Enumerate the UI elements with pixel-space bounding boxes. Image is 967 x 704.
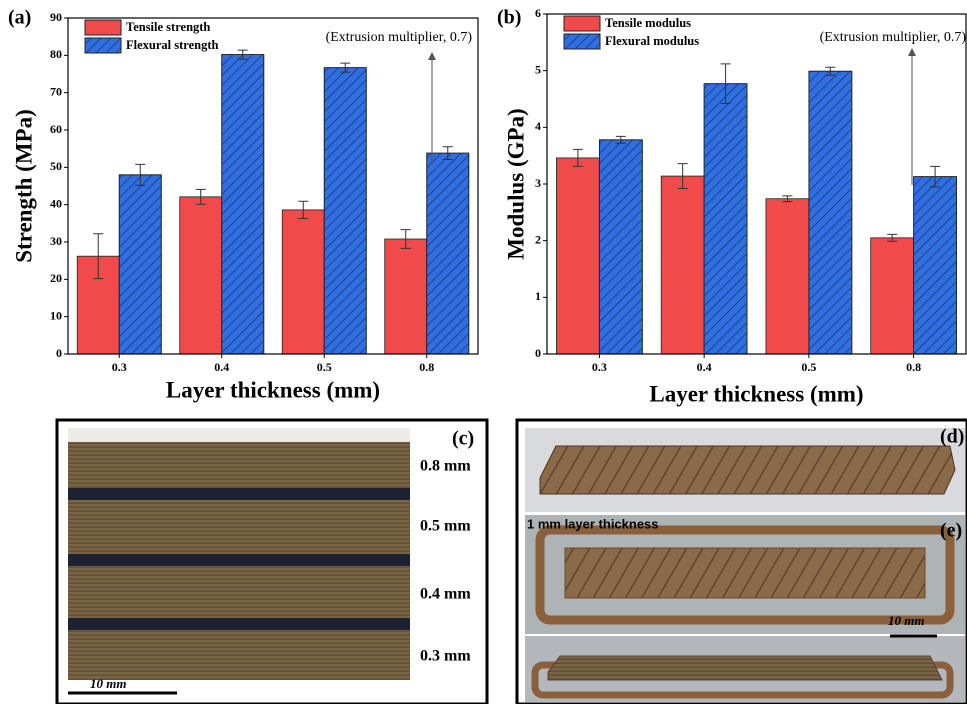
bar <box>871 238 914 354</box>
sample <box>565 548 925 598</box>
y-tick-label: 80 <box>50 47 62 61</box>
legend-swatch <box>564 16 600 31</box>
legend-swatch-hatch <box>564 34 600 49</box>
legend-swatch <box>85 20 121 35</box>
legend-label: Flexural strength <box>126 38 219 52</box>
y-tick-label: 4 <box>535 119 541 133</box>
bar-hatch <box>119 175 161 354</box>
x-tick-label: 0.3 <box>112 360 127 374</box>
panel-label: (b) <box>497 7 521 29</box>
x-tick-label: 0.5 <box>801 360 816 374</box>
layer-label: 0.5 mm <box>420 518 471 535</box>
y-tick-label: 6 <box>535 6 541 20</box>
bar-hatch <box>599 140 642 354</box>
y-tick-label: 20 <box>50 271 62 285</box>
gap <box>68 488 410 500</box>
sample <box>68 442 410 488</box>
layer-label: 0.8 mm <box>420 458 471 475</box>
gap <box>68 554 410 566</box>
x-tick-label: 0.8 <box>906 360 921 374</box>
bar-hatch <box>704 84 747 354</box>
sample <box>68 500 410 554</box>
legend-label: Tensile modulus <box>605 16 691 30</box>
legend-label: Tensile strength <box>126 20 210 34</box>
bar <box>556 158 599 354</box>
y-tick-label: 3 <box>535 176 541 190</box>
y-tick-label: 2 <box>535 232 541 246</box>
legend-swatch-hatch <box>85 38 121 53</box>
y-tick-label: 40 <box>50 196 62 210</box>
y-tick-label: 50 <box>50 159 62 173</box>
bar-hatch <box>427 153 469 354</box>
panel-label: (a) <box>8 7 31 29</box>
layer-label: 0.3 mm <box>420 648 471 665</box>
y-axis-title: Modulus (GPa) <box>503 108 528 259</box>
x-tick-label: 0.4 <box>214 360 229 374</box>
y-tick-label: 10 <box>50 308 62 322</box>
panel-label: (e) <box>940 520 962 542</box>
y-tick-label: 90 <box>50 10 62 24</box>
x-tick-label: 0.5 <box>317 360 332 374</box>
sample <box>548 656 942 680</box>
x-axis-title: Layer thickness (mm) <box>649 381 863 406</box>
bar-hatch <box>324 68 366 354</box>
y-tick-label: 5 <box>535 62 541 76</box>
photo-panel-de: (d) 1 mm layer thickness (e) 10 mm <box>517 420 967 704</box>
panel-label: (c) <box>452 428 474 450</box>
caption: 1 mm layer thickness <box>527 516 659 531</box>
y-tick-label: 70 <box>50 84 62 98</box>
scale-bar-label: 10 mm <box>90 676 126 691</box>
bar-hatch <box>914 177 957 354</box>
x-tick-label: 0.8 <box>419 360 434 374</box>
x-tick-label: 0.4 <box>697 360 712 374</box>
y-tick-label: 60 <box>50 122 62 136</box>
bar <box>180 197 222 354</box>
bar-hatch <box>809 71 852 354</box>
legend-label: Flexural modulus <box>605 34 699 48</box>
scale-bar-label: 10 mm <box>888 613 924 628</box>
sample <box>540 446 955 494</box>
annotation: (Extrusion multiplier, 0.7) <box>326 30 473 45</box>
y-tick-label: 1 <box>535 289 541 303</box>
bar <box>282 210 324 354</box>
x-axis-title: Layer thickness (mm) <box>166 377 380 402</box>
y-tick-label: 30 <box>50 234 62 248</box>
sample <box>68 630 410 680</box>
gap <box>68 618 410 630</box>
bar <box>385 239 427 354</box>
x-tick-label: 0.3 <box>592 360 607 374</box>
y-axis-title: Strength (MPa) <box>11 109 36 263</box>
figure: 0.30.40.50.80102030405060708090Tensile s… <box>0 0 967 704</box>
bar <box>661 176 704 354</box>
photo-panel-c: 10 mm (c) 0.8 mm 0.5 mm 0.4 mm 0.3 mm <box>57 420 487 704</box>
bar-hatch <box>222 55 264 354</box>
bar <box>766 199 809 354</box>
annotation: (Extrusion multiplier, 0.7) <box>820 30 967 45</box>
y-tick-label: 0 <box>56 346 62 360</box>
layer-label: 0.4 mm <box>420 586 471 603</box>
panel-label: (d) <box>940 426 964 448</box>
sample <box>68 566 410 618</box>
y-tick-label: 0 <box>535 346 541 360</box>
